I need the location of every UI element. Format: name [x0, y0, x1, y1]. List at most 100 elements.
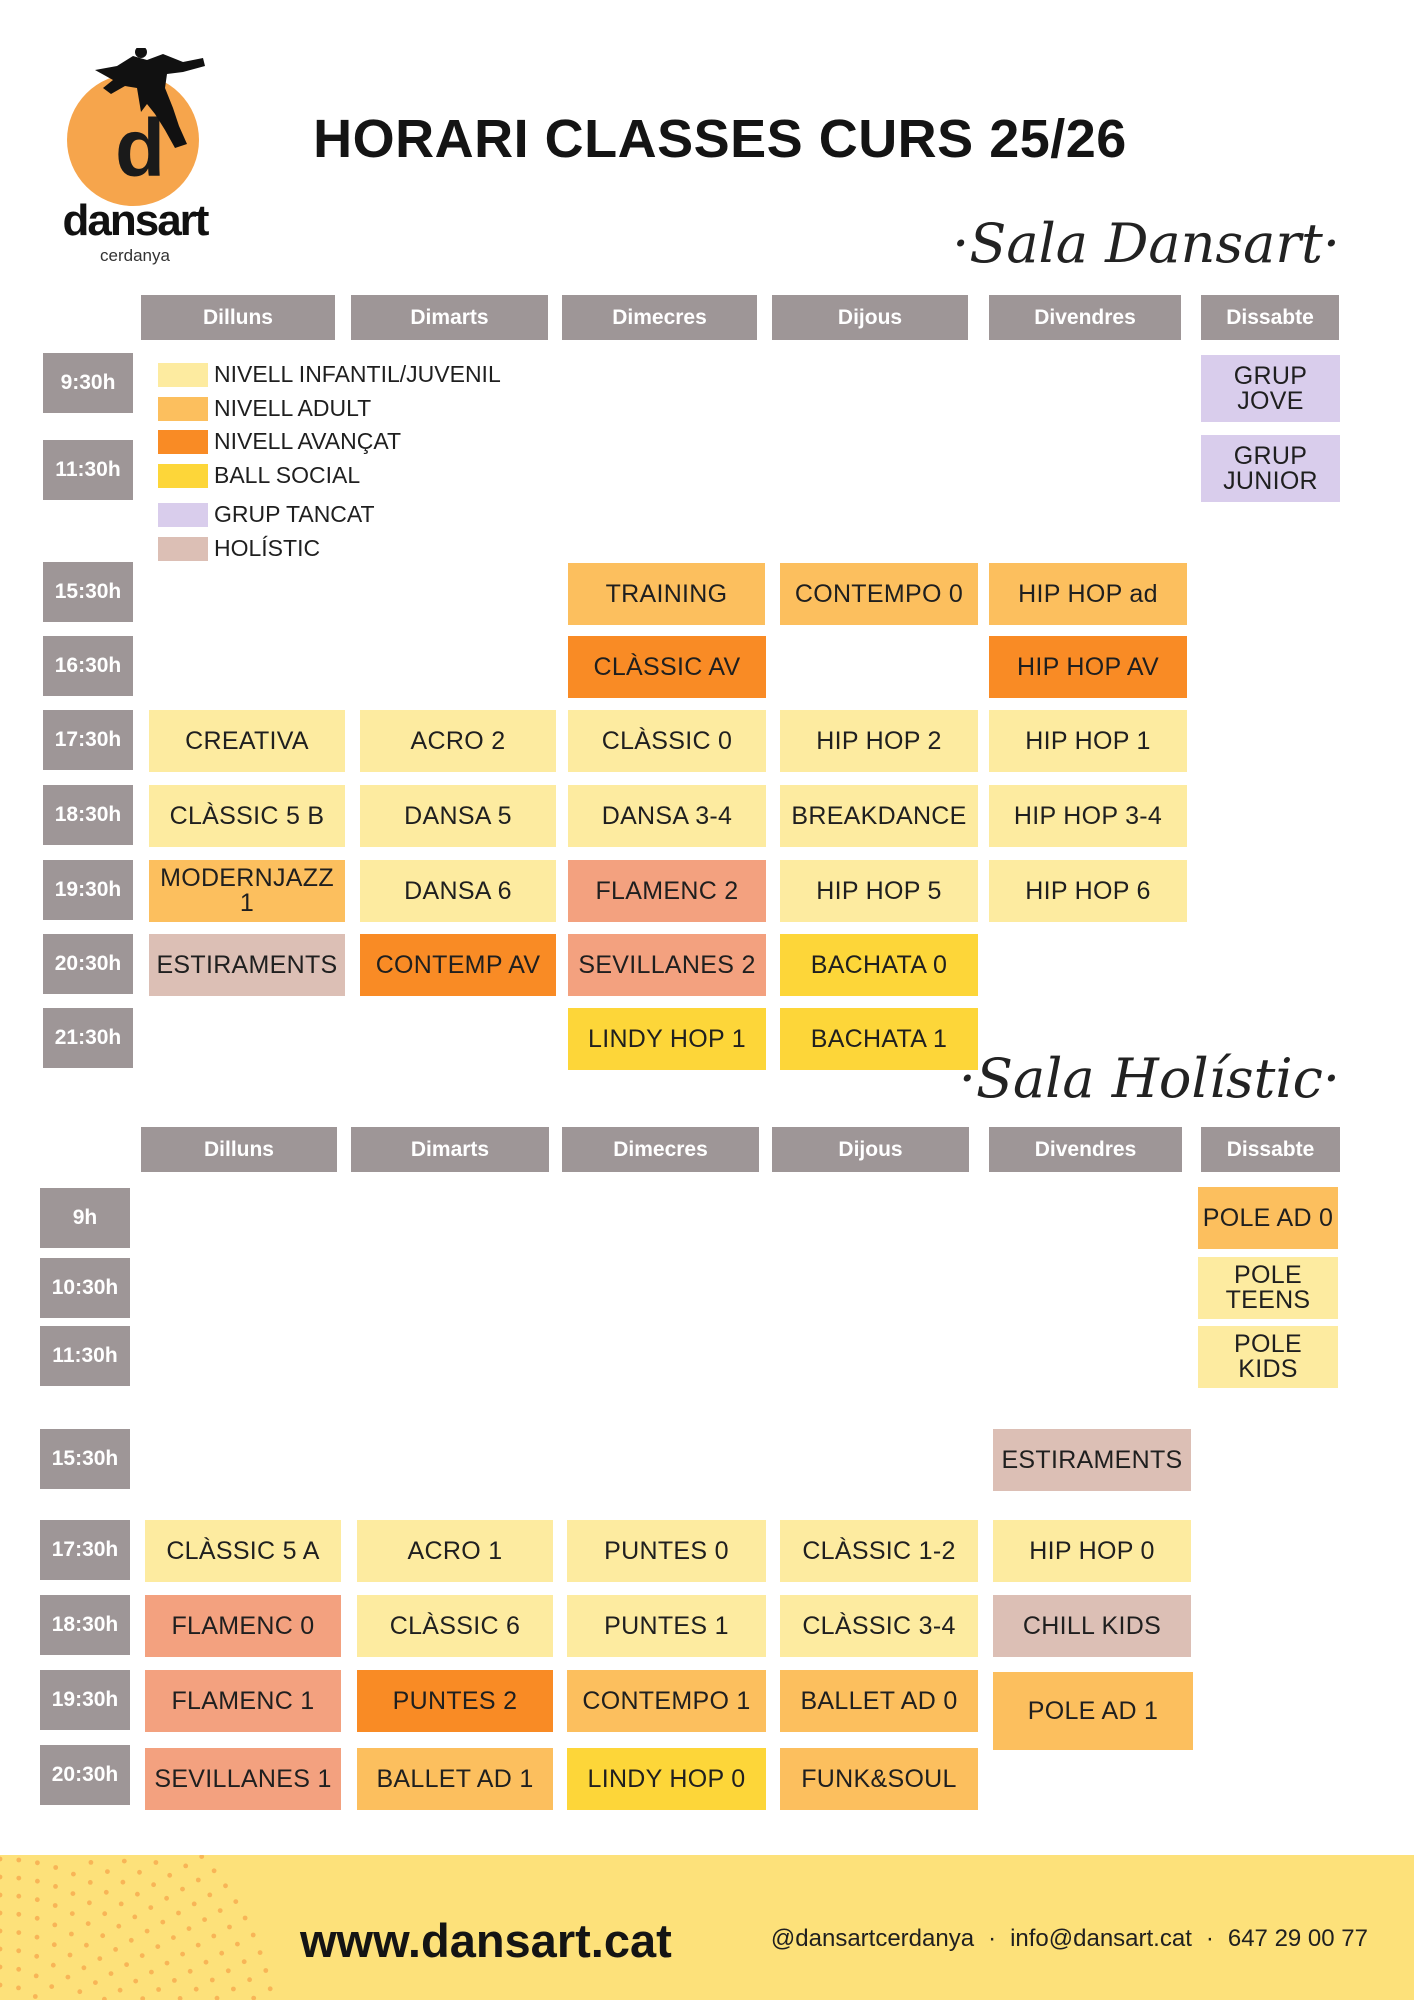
class-cell[interactable]: PUNTES 0: [567, 1520, 766, 1582]
class-cell[interactable]: HIP HOP AV: [989, 636, 1187, 698]
decor-dot: [223, 1883, 228, 1889]
class-cell[interactable]: BALLET AD 1: [357, 1748, 553, 1810]
class-cell[interactable]: HIP HOP 5: [780, 860, 978, 922]
decor-dot: [35, 1860, 40, 1866]
legend-label: BALL SOCIAL: [214, 462, 361, 488]
class-label: MODERNJAZZ 1: [160, 864, 334, 917]
class-cell[interactable]: POLE AD 1: [993, 1672, 1193, 1750]
class-cell[interactable]: ACRO 1: [357, 1520, 553, 1582]
decor-dot: [207, 1892, 213, 1898]
class-cell[interactable]: POLE TEENS: [1198, 1257, 1338, 1319]
decor-dot: [71, 1871, 76, 1877]
decor-dot: [225, 1968, 231, 1974]
time-slot: 17:30h: [40, 1520, 130, 1580]
decor-dot: [113, 1947, 118, 1952]
class-label: ESTIRAMENTS: [156, 950, 338, 979]
class-label: DANSA 5: [404, 801, 512, 830]
decor-dot: [211, 1868, 217, 1874]
email-address[interactable]: info@dansart.cat: [1010, 1925, 1192, 1952]
class-cell[interactable]: HIP HOP 3-4: [989, 785, 1187, 847]
class-cell[interactable]: TRAINING: [568, 563, 765, 625]
class-cell[interactable]: CLÀSSIC 5 B: [149, 785, 345, 847]
class-cell[interactable]: FLAMENC 2: [568, 860, 766, 922]
decor-dot: [34, 1915, 40, 1921]
class-cell[interactable]: LINDY HOP 0: [567, 1748, 766, 1810]
class-cell[interactable]: DANSA 6: [360, 860, 556, 922]
class-cell[interactable]: BACHATA 0: [780, 934, 978, 996]
decor-dot: [0, 1892, 3, 1898]
day-header: Dissabte: [1201, 1127, 1340, 1172]
decor-dot: [102, 1911, 108, 1917]
class-label: HIP HOP 1: [1025, 726, 1151, 755]
class-cell[interactable]: CHILL KIDS: [993, 1595, 1191, 1657]
decor-dot: [52, 1922, 58, 1928]
class-cell[interactable]: CONTEMPO 1: [567, 1670, 766, 1732]
class-cell[interactable]: CONTEMPO 0: [780, 563, 978, 625]
time-slot: 17:30h: [43, 710, 133, 770]
website-link[interactable]: www.dansart.cat: [300, 1914, 672, 1967]
class-cell[interactable]: CLÀSSIC 1-2: [780, 1520, 978, 1582]
class-cell[interactable]: DANSA 3-4: [568, 785, 766, 847]
class-cell[interactable]: CLÀSSIC 5 A: [145, 1520, 341, 1582]
class-cell[interactable]: HIP HOP 0: [993, 1520, 1191, 1582]
decor-dot: [171, 1935, 176, 1940]
class-cell[interactable]: CLÀSSIC AV: [568, 636, 766, 698]
decor-dot: [180, 1886, 185, 1892]
class-cell[interactable]: PUNTES 1: [567, 1595, 766, 1657]
class-cell[interactable]: CLÀSSIC 6: [357, 1595, 553, 1657]
decor-dot: [0, 1946, 3, 1952]
class-cell[interactable]: BREAKDANCE: [780, 785, 978, 847]
decor-dot: [50, 1962, 56, 1968]
decor-dot: [120, 1879, 126, 1885]
class-cell[interactable]: GRUP JOVE: [1201, 355, 1340, 422]
class-cell[interactable]: GRUP JUNIOR: [1201, 435, 1340, 502]
decor-dot: [135, 1891, 140, 1897]
sun-dots-decoration: [0, 1855, 273, 2000]
class-label: BALLET AD 0: [800, 1686, 958, 1715]
class-cell[interactable]: ESTIRAMENTS: [149, 934, 345, 996]
class-cell[interactable]: CLÀSSIC 3-4: [780, 1595, 978, 1657]
time-slot: 19:30h: [40, 1670, 130, 1730]
decor-dot: [133, 1978, 139, 1984]
decor-dot: [0, 1928, 3, 1934]
decor-dot: [102, 1996, 107, 2000]
decor-dot: [81, 1965, 87, 1971]
class-cell[interactable]: SEVILLANES 1: [145, 1748, 341, 1810]
decor-dot: [97, 1956, 103, 1961]
logo-sub: cerdanya: [100, 246, 170, 265]
decor-dot: [144, 1928, 150, 1934]
class-cell[interactable]: POLE AD 0: [1198, 1187, 1338, 1249]
class-cell[interactable]: BACHATA 1: [780, 1008, 978, 1070]
class-cell[interactable]: BALLET AD 0: [780, 1670, 978, 1732]
class-cell[interactable]: ESTIRAMENTS: [993, 1429, 1191, 1491]
instagram-handle[interactable]: @dansartcerdanya: [770, 1925, 975, 1952]
decor-dot: [16, 1857, 22, 1863]
decor-dot: [217, 1908, 223, 1913]
class-cell[interactable]: PUNTES 2: [357, 1670, 553, 1732]
day-header: Dimarts: [351, 295, 548, 340]
decor-dot: [195, 1877, 201, 1883]
class-cell[interactable]: LINDY HOP 1: [568, 1008, 766, 1070]
decor-dot: [35, 1878, 40, 1884]
class-cell[interactable]: CONTEMP AV: [360, 934, 556, 996]
class-cell[interactable]: CREATIVA: [149, 710, 345, 772]
class-cell[interactable]: POLE KIDS: [1198, 1326, 1338, 1388]
class-cell[interactable]: DANSA 5: [360, 785, 556, 847]
class-cell[interactable]: HIP HOP 6: [989, 860, 1187, 922]
phone-number[interactable]: 647 29 00 77: [1227, 1925, 1368, 1952]
dancer-logo-icon: d: [67, 48, 205, 206]
class-cell[interactable]: FUNK&SOUL: [780, 1748, 978, 1810]
class-cell[interactable]: FLAMENC 1: [145, 1670, 341, 1732]
class-cell[interactable]: CLÀSSIC 0: [568, 710, 766, 772]
class-cell[interactable]: ACRO 2: [360, 710, 556, 772]
class-cell[interactable]: MODERNJAZZ 1: [149, 860, 345, 922]
room-title-holistic: ·Sala Holístic·: [958, 1047, 1340, 1110]
class-cell[interactable]: HIP HOP ad: [989, 563, 1187, 625]
class-cell[interactable]: FLAMENC 0: [145, 1595, 341, 1657]
class-cell[interactable]: SEVILLANES 2: [568, 934, 766, 996]
class-cell[interactable]: HIP HOP 2: [780, 710, 978, 772]
decor-dot: [137, 1869, 142, 1875]
decor-dot: [16, 1875, 22, 1881]
decor-dot: [70, 1891, 76, 1896]
class-cell[interactable]: HIP HOP 1: [989, 710, 1187, 772]
